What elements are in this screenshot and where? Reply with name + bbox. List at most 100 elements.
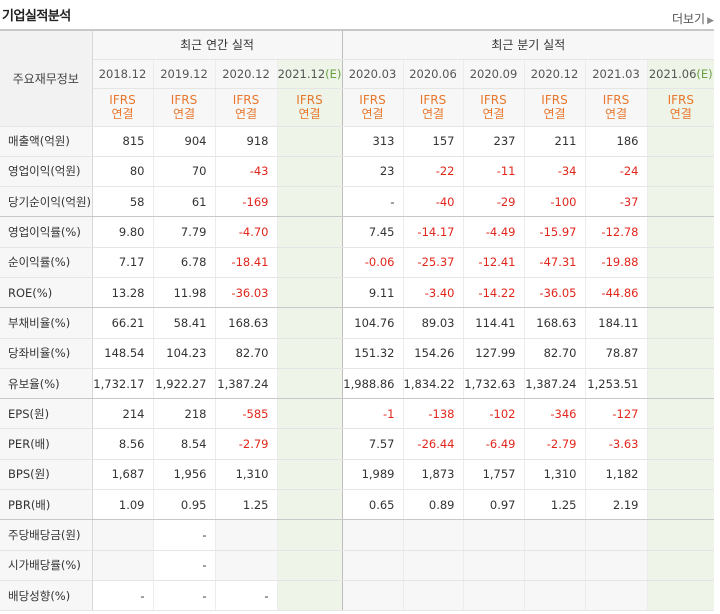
table-cell: -4.49 [462,216,524,248]
table-cell: -11 [462,156,524,188]
period-header: 2019.12 [152,59,215,89]
row-label: 당좌비율(%) [0,338,93,369]
chevron-right-icon: ▶ [707,16,714,26]
table-cell: -40 [402,186,463,218]
table-cell: - [152,519,215,551]
table-cell: 23 [341,156,403,188]
table-cell [646,247,715,278]
table-cell: -22 [402,156,463,188]
ifrs-label: IFRS [232,93,260,107]
table-cell: 1,310 [214,459,277,491]
table-row: 시가배당률(%) - [0,550,715,581]
row-label: 시가배당률(%) [0,550,93,581]
table-cell: -585 [214,398,277,430]
period-label: 2021.03 [592,66,640,81]
row-label: 순이익률(%) [0,247,93,278]
table-cell: 214 [91,398,153,430]
row-label: 부채비율(%) [0,307,93,339]
table-cell: -36.03 [214,277,277,309]
table-cell [341,580,403,612]
table-cell: 1,387.24 [523,368,585,400]
table-cell: 1,834.22 [402,368,463,400]
table-cell: -346 [523,398,585,430]
table-cell: -19.88 [584,247,647,278]
table-cell [276,368,342,400]
table-cell: 1,182 [584,459,647,491]
period-label: 2021.12 [277,66,326,81]
table-row: 당좌비율(%) 148.54 104.23 82.70 151.32 154.26 127.… [0,338,715,369]
table-cell: -43 [214,156,277,188]
table-cell: - [91,580,153,612]
table-cell [341,550,403,581]
row-header-label: 주요재무정보 [0,30,93,127]
period-header: 2018.12 [91,59,153,89]
consolidated-label: 연결 [298,107,321,121]
table-row: 유보율(%) 1,732.17 1,922.27 1,387.24 1,988.86 1,… [0,368,715,400]
table-cell: -2.79 [214,428,277,460]
annual-group-header: 최근 연간 실적 [92,30,342,60]
row-label: ROE(%) [0,277,93,309]
table-cell: -47.31 [523,247,585,278]
table-cell: 2.19 [584,489,647,521]
table-cell: -34 [523,156,585,188]
consolidated-label: 연결 [172,107,196,121]
table-cell [276,550,342,581]
table-cell: 186 [584,126,647,157]
table-cell [646,459,715,491]
estimate-mark: (E) [696,66,713,81]
table-cell: - [152,580,215,612]
table-cell: -14.22 [462,277,524,309]
table-cell [646,216,715,248]
table-row: BPS(원) 1,687 1,956 1,310 1,989 1,873 1,757 1,31… [0,459,715,491]
table-cell: 1,988.86 [341,368,403,400]
table-cell [276,398,342,430]
table-cell [91,550,153,581]
table-row: EPS(원) 214 218 -585 -1 -138 -102 -346 -127 [0,398,715,430]
table-row: 부채비율(%) 66.21 58.41 168.63 104.76 89.03 114.41… [0,307,715,339]
ifrs-label: IFRS [419,93,447,107]
ifrs-header: IFRS 연결 [462,88,524,127]
row-label: 배당성향(%) [0,580,93,612]
ifrs-label: IFRS [170,93,198,107]
ifrs-header: IFRS 연결 [152,88,215,127]
table-cell: -25.37 [402,247,463,278]
row-label: 당기순이익(억원) [0,186,93,218]
ifrs-header: IFRS 연결 [276,88,342,127]
table-cell: -127 [584,398,647,430]
consolidated-label: 연결 [361,107,384,121]
table-row: ROE(%) 13.28 11.98 -36.03 9.11 -3.40 -14.22 -36… [0,277,715,309]
more-label: 더보기 [671,12,706,26]
table-cell [276,519,342,551]
estimate-mark: (E) [325,66,342,81]
table-cell: -36.05 [523,277,585,309]
table-cell: 0.97 [462,489,524,521]
table-cell: 80 [91,156,153,188]
table-row: 당기순이익(억원) 58 61 -169 - -40 -29 -100 -37 [0,186,715,218]
table-cell [276,156,342,188]
table-cell: 1,732.17 [91,368,153,400]
table-cell: -1 [341,398,403,430]
table-cell: 1.25 [523,489,585,521]
table-cell: 58.41 [152,307,215,339]
table-cell: 89.03 [402,307,463,339]
more-link[interactable]: 더보기 ▶ [672,10,714,27]
period-header: 2020.12 [523,59,585,89]
table-cell: 1.09 [91,489,153,521]
table-cell [646,126,715,157]
ifrs-header: IFRS 연결 [584,88,647,127]
table-cell [276,428,342,460]
table-cell [646,550,715,581]
table-cell: 1,387.24 [214,368,277,400]
table-cell: 13.28 [91,277,153,309]
table-cell: 66.21 [91,307,153,339]
table-cell: 815 [91,126,153,157]
table-cell: 7.79 [152,216,215,248]
table-cell: 7.57 [341,428,403,460]
table-cell: -12.41 [462,247,524,278]
table-cell [646,307,715,339]
consolidated-label: 연결 [482,107,505,121]
table-cell: 1,310 [523,459,585,491]
period-label: 2019.12 [160,66,208,81]
table-cell: 70 [152,156,215,188]
table-cell: 0.95 [152,489,215,521]
